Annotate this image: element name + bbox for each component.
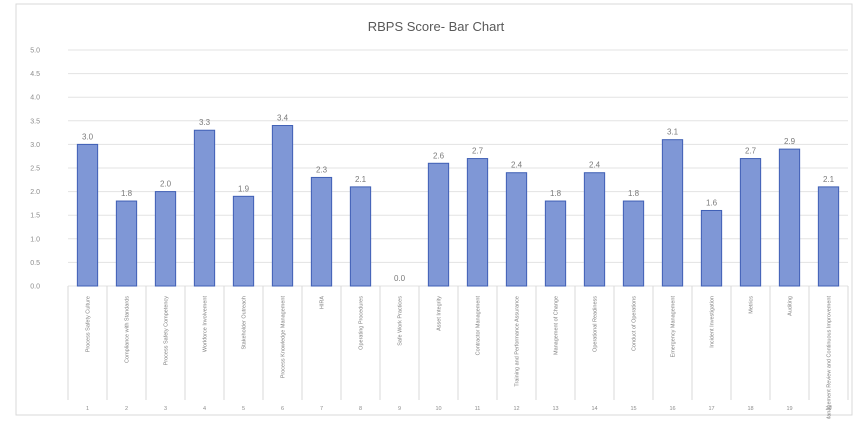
category-label: Process Safety Competency (164, 296, 170, 366)
category-index: 7 (320, 406, 323, 412)
category-index: 12 (513, 406, 519, 412)
category-index: 9 (398, 406, 401, 412)
bar (232, 195, 255, 287)
category-label: Asset Integrity (437, 296, 443, 331)
data-label: 1.8 (628, 189, 640, 198)
data-label: 2.0 (160, 180, 172, 189)
category-index: 17 (708, 406, 714, 412)
category-label: Stakeholder Outreach (242, 296, 248, 350)
y-tick-label: 1.5 (30, 213, 40, 220)
category-index: 14 (591, 406, 597, 412)
category-index: 4 (203, 406, 206, 412)
category-labels: Process Safety Culture Compliance with St… (67, 286, 849, 421)
bar (739, 158, 762, 287)
data-label: 2.7 (745, 147, 757, 156)
bars (76, 125, 840, 287)
y-tick-label: 3.5 (30, 118, 40, 125)
y-tick-label: 0.5 (30, 260, 40, 267)
data-label: 3.3 (199, 118, 211, 127)
category-index: 15 (630, 406, 636, 412)
category-label: Contractor Management (476, 296, 482, 356)
category-label: Management of Change (554, 296, 560, 355)
category-index: 16 (669, 406, 675, 412)
bar (76, 143, 99, 287)
category-label: Emergency Management (671, 296, 677, 358)
category-label: Safe Work Practices (398, 296, 404, 346)
category-index: 1 (86, 406, 89, 412)
data-label: 2.4 (589, 161, 601, 170)
bar (778, 148, 801, 287)
category-label: Conduct of Operations (632, 296, 638, 351)
category-index: 18 (747, 406, 753, 412)
bar (817, 186, 840, 287)
bar (583, 172, 606, 287)
category-index: 6 (281, 406, 284, 412)
bar (544, 200, 567, 287)
category-index: 11 (475, 406, 481, 412)
y-axis-ticks: 0.0 0.5 1.0 1.5 2.0 2.5 3.0 3.5 4.0 4.5 5.0 (30, 48, 40, 291)
category-index: 5 (242, 406, 245, 412)
y-tick-label: 5.0 (30, 48, 40, 55)
bar (427, 162, 450, 287)
data-label: 3.0 (82, 132, 94, 141)
bar (154, 191, 177, 287)
category-index: 13 (552, 406, 558, 412)
data-label: 1.8 (121, 189, 133, 198)
y-tick-label: 2.5 (30, 166, 40, 173)
category-label: Auditing (788, 296, 794, 316)
bar (271, 125, 294, 287)
category-index: 2 (125, 406, 128, 412)
chart-title: RBPS Score- Bar Chart (368, 19, 505, 34)
data-label: 2.3 (316, 165, 328, 174)
category-index: 20 (825, 406, 831, 412)
data-label: 1.8 (550, 189, 562, 198)
category-label: HIRA (320, 296, 326, 309)
category-index: 3 (164, 406, 167, 412)
data-label: 2.6 (433, 151, 445, 160)
category-label: Training and Performance Assurance (515, 296, 521, 387)
bar (661, 139, 684, 287)
data-label: 3.4 (277, 114, 289, 123)
data-label: 2.7 (472, 147, 484, 156)
data-label: 1.9 (238, 184, 250, 193)
category-label: Management Review and Continuous Improve… (827, 296, 833, 419)
category-label: Operating Procedures (359, 296, 365, 350)
data-label: 2.4 (511, 161, 523, 170)
category-label: Operational Readiness (593, 296, 599, 352)
category-label: Compliance with Standards (125, 296, 131, 363)
y-tick-label: 0.0 (30, 284, 40, 291)
bar (700, 209, 723, 287)
data-label: 2.1 (355, 175, 367, 184)
bar (622, 200, 645, 287)
category-index: 19 (786, 406, 792, 412)
bar (310, 176, 333, 287)
category-indices: 1 2 3 4 5 6 7 8 9 10 11 12 13 14 15 16 17 18 19 20 (86, 406, 832, 412)
bar (505, 172, 528, 287)
data-label: 3.1 (667, 128, 679, 137)
data-labels: 3.0 1.8 2.0 3.3 1.9 3.4 2.3 2.1 0.0 2.6 2.7 2.4 1.8 2… (82, 114, 835, 283)
y-tick-label: 1.0 (30, 236, 40, 243)
y-tick-label: 4.0 (30, 95, 40, 102)
bar (193, 129, 216, 287)
category-index: 8 (359, 406, 362, 412)
category-label: Process Knowledge Management (281, 296, 287, 379)
bar (115, 200, 138, 287)
y-tick-label: 4.5 (30, 71, 40, 78)
category-label: Incident Investigation (710, 296, 716, 348)
category-label: Metrics (749, 296, 755, 314)
bar (349, 186, 372, 287)
data-label: 1.6 (706, 198, 718, 207)
category-index: 10 (435, 406, 441, 412)
bar (466, 158, 489, 287)
data-label: 2.1 (823, 175, 835, 184)
data-label: 0.0 (394, 274, 406, 283)
data-label: 2.9 (784, 137, 796, 146)
category-label: Workforce Involvement (203, 296, 209, 353)
y-tick-label: 2.0 (30, 189, 40, 196)
category-label: Process Safety Culture (86, 296, 92, 352)
y-tick-label: 3.0 (30, 142, 40, 149)
